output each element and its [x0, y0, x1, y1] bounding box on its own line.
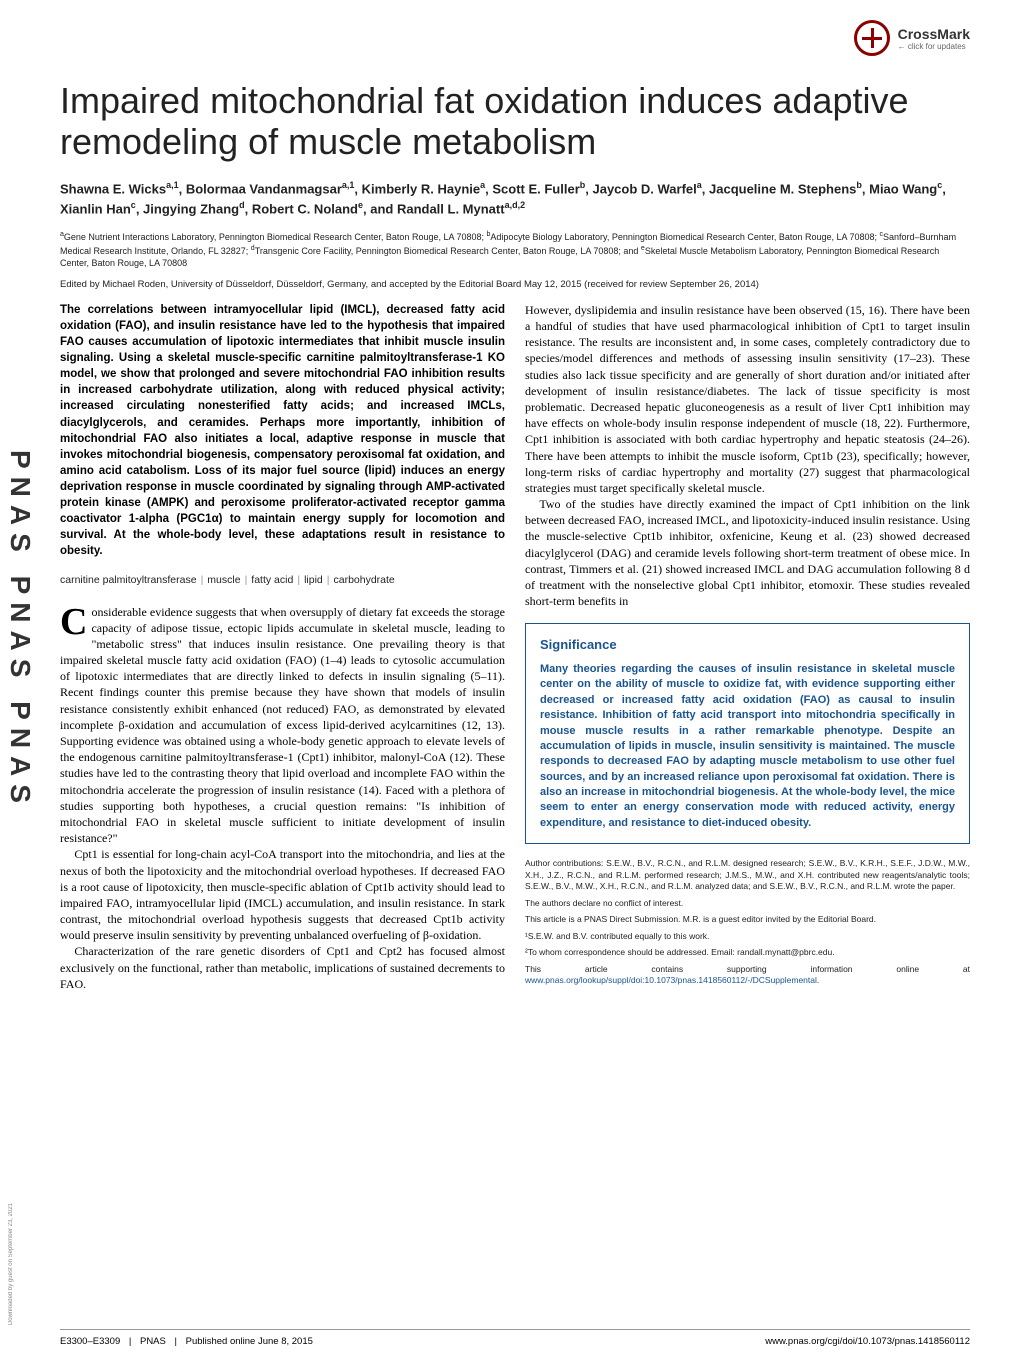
page-footer: E3300–E3309 | PNAS | Published online Ju…	[60, 1329, 970, 1347]
footer-right-doi: www.pnas.org/cgi/doi/10.1073/pnas.141856…	[765, 1336, 970, 1347]
crossmark-badge[interactable]: CrossMark ← click for updates	[854, 20, 970, 56]
footer-left: E3300–E3309 | PNAS | Published online Ju…	[60, 1336, 313, 1347]
pnas-sidebar-logo: PNAS PNAS PNAS	[0, 30, 40, 1230]
equal-contribution-note: ¹S.E.W. and B.V. contributed equally to …	[525, 931, 970, 942]
article-notes: Author contributions: S.E.W., B.V., R.C.…	[525, 858, 970, 986]
affiliation-list: aGene Nutrient Interactions Laboratory, …	[60, 230, 970, 268]
body-text-col2: However, dyslipidemia and insulin resist…	[525, 302, 970, 610]
right-column: However, dyslipidemia and insulin resist…	[525, 302, 970, 992]
keywords-line: carnitine palmitoyltransferase|muscle|fa…	[60, 573, 505, 587]
supp-suffix: .	[817, 975, 819, 985]
article-title: Impaired mitochondrial fat oxidation ind…	[60, 80, 970, 163]
journal-name: PNAS	[140, 1336, 166, 1347]
conflict-statement: The authors declare no conflict of inter…	[525, 898, 970, 909]
author-contributions: Author contributions: S.E.W., B.V., R.C.…	[525, 858, 970, 892]
abstract-text: The correlations between intramyocellula…	[60, 302, 505, 560]
submission-note: This article is a PNAS Direct Submission…	[525, 914, 970, 925]
crossmark-label: CrossMark	[898, 26, 970, 42]
crossmark-icon	[854, 20, 890, 56]
significance-box: Significance Many theories regarding the…	[525, 623, 970, 844]
page-range: E3300–E3309	[60, 1336, 120, 1347]
crossmark-text-wrap: CrossMark ← click for updates	[898, 26, 970, 51]
correspondence-note: ²To whom correspondence should be addres…	[525, 947, 970, 958]
supp-prefix: This article contains supporting informa…	[525, 964, 970, 974]
pub-date: Published online June 8, 2015	[186, 1336, 313, 1347]
crossmark-sublabel: ← click for updates	[898, 42, 970, 51]
left-column: The correlations between intramyocellula…	[60, 302, 505, 992]
significance-body: Many theories regarding the causes of in…	[540, 662, 955, 831]
download-note: Downloaded by guest on September 23, 202…	[8, 1203, 14, 1325]
supplemental-link[interactable]: www.pnas.org/lookup/suppl/doi:10.1073/pn…	[525, 975, 817, 985]
significance-title: Significance	[540, 636, 955, 654]
two-column-content: The correlations between intramyocellula…	[60, 302, 970, 992]
edited-by-line: Edited by Michael Roden, University of D…	[60, 279, 970, 290]
author-list: Shawna E. Wicksa,1, Bolormaa Vandanmagsa…	[60, 179, 970, 219]
supplemental-note: This article contains supporting informa…	[525, 964, 970, 987]
body-text-col1: Considerable evidence suggests that when…	[60, 604, 505, 993]
